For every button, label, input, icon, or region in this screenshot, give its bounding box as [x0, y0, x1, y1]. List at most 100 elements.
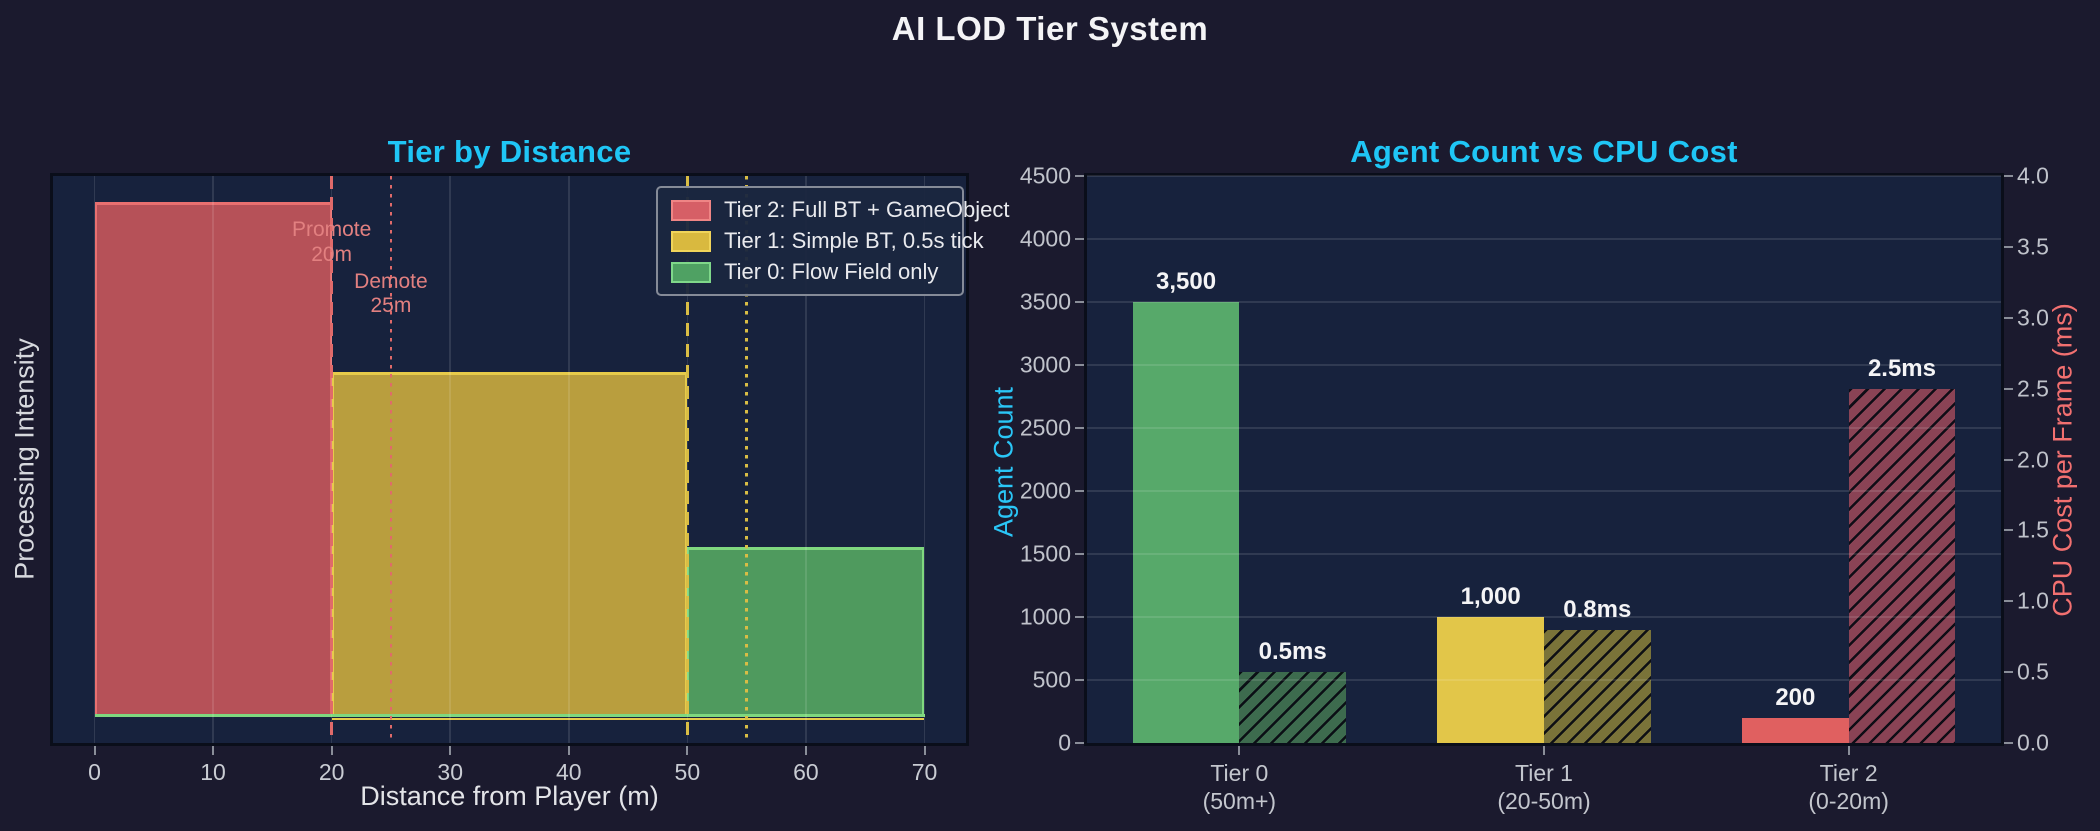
legend: Tier 2: Full BT + GameObject Tier 1: Simp… [656, 186, 1009, 296]
agent-count-axis-label: Agent Count [988, 386, 1019, 538]
x-tick-label: 20 [318, 759, 345, 785]
y2-tick-label: 3.0 [2017, 304, 2049, 331]
y-tick-label: 3000 [1019, 351, 1071, 378]
legend-item-label: Tier 0: Flow Field only [724, 259, 939, 284]
tier1-zone [331, 371, 688, 718]
y-tick-mark [1075, 301, 1084, 303]
agent-count-bar-tier-0 [1132, 302, 1240, 743]
y2-tick-mark [2004, 387, 2013, 390]
gridline [805, 176, 807, 743]
y2-tick-mark [2004, 458, 2013, 461]
y-tick-mark [1075, 616, 1084, 618]
gridline [1087, 490, 2001, 492]
x-tick-mark [212, 746, 215, 755]
agent-count-vs-cpu-cost-plot: 0 500 1000 1500 2000 2500 3000 3500 4000 4500 0.0 0… [1020, 163, 2049, 815]
legend-swatch [671, 230, 711, 252]
y2-tick-mark [2004, 316, 2013, 319]
y2-tick-mark [2004, 245, 2013, 248]
y2-tick-label: 3.5 [2017, 233, 2049, 260]
cpu-cost-axis-label: CPU Cost per Frame (ms) [2047, 303, 2078, 617]
y-tick-label: 3500 [1019, 288, 1071, 315]
y-tick-label: 500 [1032, 666, 1071, 693]
baseline-strip [331, 717, 925, 721]
agent-count-bar-tier-2 [1742, 717, 1849, 743]
y-tick-mark [1075, 175, 1084, 177]
y2-tick-mark [2004, 742, 2013, 744]
legend-item-label: Tier 1: Simple BT, 0.5s tick [724, 228, 984, 253]
x-tick-mark [567, 746, 570, 755]
legend-item: Tier 0: Flow Field only [671, 259, 949, 285]
x-tick-label: 40 [555, 759, 582, 785]
gridline [1087, 238, 2001, 240]
x-tick-label: 10 [200, 759, 226, 785]
gridline [1087, 553, 2001, 555]
gridline [923, 176, 926, 743]
gridline [1087, 616, 2001, 618]
y-tick-mark [1075, 238, 1084, 240]
bar-value-label: 0.8ms [1563, 595, 1632, 623]
x-tick-mark [804, 746, 807, 755]
x-tick-mark [1847, 746, 1850, 755]
x-tick-label: 60 [793, 759, 819, 785]
x-tick-mark [449, 746, 452, 755]
x-tick-mark [330, 746, 333, 755]
legend-item: Tier 2: Full BT + GameObject [671, 197, 1009, 223]
baseline-strip [94, 713, 925, 718]
y-tick-label: 4500 [1019, 162, 1071, 189]
gridline [212, 176, 214, 743]
y-tick-label: 1000 [1019, 603, 1071, 630]
y-tick-mark [1075, 679, 1084, 681]
bar-value-label: 2.5ms [1867, 354, 1936, 382]
y-tick-label: 2500 [1019, 414, 1071, 441]
y2-tick-label: 4.0 [2017, 162, 2049, 189]
gridline [1087, 427, 2001, 429]
x-tick-label: 30 [437, 759, 463, 785]
left-chart-title: Tier by Distance [387, 134, 632, 169]
bar-value-label: 200 [1775, 683, 1816, 711]
y-tick-mark [1075, 742, 1084, 744]
gridline [1087, 679, 2001, 681]
gridline [93, 176, 96, 743]
category-label: Tier 0 (50m+) [1202, 760, 1277, 815]
y2-tick-label: 0.0 [2017, 729, 2049, 756]
bar-value-label: 3,500 [1155, 268, 1217, 295]
promote-20m-line [330, 176, 333, 743]
demote-55m-line [745, 176, 748, 743]
x-tick-mark [686, 746, 689, 755]
annotation-demote-25m: Demote 25m [354, 269, 428, 318]
gridline [1087, 175, 2001, 177]
cpu-cost-bar-tier-2 [1848, 388, 1956, 743]
y-tick-mark [1075, 364, 1084, 366]
y2-tick-label: 2.0 [2017, 446, 2049, 472]
gridline [449, 176, 451, 743]
gridline [1087, 364, 2001, 366]
gridline [1087, 301, 2001, 303]
y-tick-label: 0 [1058, 729, 1071, 756]
y2-tick-label: 1.0 [2017, 587, 2049, 614]
x-tick-label: 70 [911, 759, 938, 785]
legend-item: Tier 1: Simple BT, 0.5s tick [671, 228, 984, 254]
agent-count-bar-tier-1 [1437, 617, 1544, 743]
category-label: Tier 2 (0-20m) [1808, 760, 1889, 815]
cpu-cost-bar-tier-1 [1544, 629, 1651, 743]
x-tick-mark [1543, 746, 1545, 755]
y-tick-label: 2000 [1019, 477, 1071, 504]
y-tick-mark [1075, 553, 1084, 555]
legend-swatch [671, 199, 711, 221]
y-tick-mark [1075, 490, 1084, 492]
y2-tick-label: 2.5 [2017, 375, 2049, 402]
y-tick-label: 4000 [1019, 225, 1071, 252]
demote-25m-line [389, 176, 393, 743]
left-chart-xlabel: Distance from Player (m) [360, 781, 659, 811]
x-tick-mark [923, 746, 926, 755]
bar-value-label: 0.5ms [1258, 638, 1327, 666]
promote-50m-line [686, 176, 689, 743]
annotation-promote-20m: Promote 20m [291, 218, 372, 266]
y2-tick-mark [2004, 175, 2013, 177]
left-chart-ylabel: Processing Intensity [9, 338, 40, 580]
tier0-zone [687, 547, 925, 718]
y-tick-mark [1075, 427, 1084, 429]
y2-tick-mark [2004, 529, 2013, 532]
bar-value-label: 1,000 [1460, 583, 1521, 610]
